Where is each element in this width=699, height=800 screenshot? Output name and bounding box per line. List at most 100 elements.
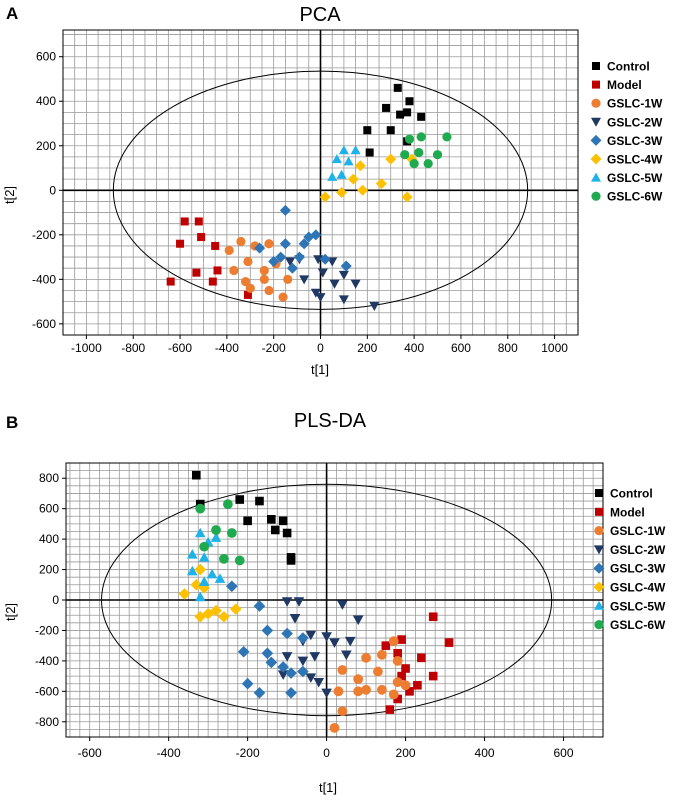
y-tick-label: 400	[39, 532, 59, 546]
x-tick-label: -1000	[71, 341, 102, 355]
data-point-gslc-5w	[327, 171, 338, 181]
data-point-gslc-3w	[261, 647, 274, 660]
data-point-gslc-3w	[268, 256, 280, 268]
legend-label-gslc-6w: GSLC-6W	[610, 618, 666, 632]
data-point-gslc-4w	[336, 187, 348, 199]
data-point-gslc-1w	[392, 655, 403, 666]
data-point-gslc-2w	[299, 275, 310, 285]
data-point-model	[417, 653, 426, 663]
data-point-gslc-2w	[317, 268, 328, 278]
data-point-gslc-2w	[281, 597, 293, 607]
data-point-gslc-5w	[198, 576, 210, 586]
data-point-gslc-1w	[361, 652, 371, 663]
data-point-model	[213, 266, 222, 275]
data-point-model	[211, 241, 220, 250]
data-point-gslc-2w	[369, 302, 380, 312]
data-point-gslc-1w	[400, 680, 411, 691]
data-point-gslc-3w	[340, 260, 352, 272]
data-point-gslc-1w	[259, 274, 269, 284]
data-point-gslc-1w	[243, 256, 253, 267]
data-point-gslc-3w	[253, 600, 266, 612]
data-point-gslc-2w	[329, 638, 340, 648]
legend-marker-gslc-6w	[591, 191, 601, 201]
y-tick-label: 400	[36, 94, 56, 108]
data-point-control	[396, 110, 405, 119]
chart-title: PLS-DA	[294, 410, 367, 432]
data-point-gslc-4w	[218, 610, 230, 623]
y-tick-label: -200	[32, 228, 56, 242]
data-point-gslc-3w	[285, 687, 297, 699]
legend-marker-gslc-2w	[591, 117, 601, 127]
data-point-gslc-1w	[373, 666, 383, 677]
data-point-model	[385, 705, 395, 714]
y-axis-label: t[2]	[2, 186, 17, 204]
data-point-gslc-5w	[187, 549, 198, 559]
data-point-model	[194, 217, 203, 226]
data-point-gslc-1w	[361, 684, 371, 695]
data-point-gslc-2w	[297, 656, 309, 667]
legend-label-gslc-3w: GSLC-3W	[610, 562, 666, 576]
data-point-model	[243, 290, 252, 299]
data-point-gslc-3w	[297, 665, 309, 678]
x-tick-label: 400	[404, 341, 424, 355]
data-point-gslc-2w	[321, 632, 332, 642]
data-point-gslc-5w	[343, 156, 354, 166]
legend-marker-model	[595, 507, 603, 516]
data-point-model	[397, 635, 406, 644]
data-point-control	[243, 516, 252, 526]
data-point-gslc-5w	[338, 145, 349, 155]
y-tick-label: 600	[36, 50, 56, 64]
data-point-model	[192, 268, 201, 277]
data-point-gslc-1w	[376, 684, 387, 695]
data-point-gslc-2w	[352, 615, 364, 626]
data-point-gslc-1w	[353, 686, 364, 697]
data-point-gslc-6w	[234, 555, 245, 566]
plsda-chart: B PLS-DA -600 -400 -200 0 200 400 600 -800 -600 -…	[3, 410, 666, 795]
data-point-gslc-5w	[336, 169, 347, 179]
data-point-control	[286, 556, 296, 565]
y-axis-label: t[2]	[3, 603, 18, 621]
data-point-gslc-2w	[315, 293, 326, 303]
data-point-gslc-3w	[285, 667, 297, 679]
data-point-gslc-5w	[350, 145, 361, 155]
data-point-gslc-6w	[199, 541, 210, 552]
data-point-gslc-3w	[319, 253, 331, 265]
x-tick-label: 200	[357, 341, 377, 355]
data-point-control	[363, 126, 372, 135]
x-tick-label: -200	[262, 341, 286, 355]
chart-title: PCA	[299, 4, 341, 26]
legend-marker-gslc-4w	[590, 153, 602, 165]
legend-marker-gslc-1w	[591, 98, 601, 108]
data-point-gslc-6w	[195, 503, 206, 514]
data-point-gslc-5w	[210, 532, 222, 542]
data-point-gslc-2w	[341, 650, 352, 661]
data-point-gslc-2w	[285, 257, 296, 267]
data-point-gslc-4w	[401, 191, 413, 203]
y-tick-label: 600	[39, 502, 59, 516]
legend-label-gslc-2w: GSLC-2W	[610, 543, 666, 557]
x-tick-label: 1000	[541, 341, 568, 355]
x-tick-label: 0	[317, 341, 324, 355]
data-point-gslc-3w	[303, 231, 315, 243]
data-point-model	[166, 277, 175, 286]
data-point-gslc-1w	[337, 706, 348, 717]
data-point-gslc-1w	[329, 722, 340, 733]
data-point-gslc-4w	[202, 607, 214, 620]
data-point-gslc-6w	[211, 525, 221, 535]
data-point-gslc-2w	[293, 597, 305, 607]
data-point-gslc-3w	[286, 262, 298, 274]
legend-marker-gslc-5w	[591, 172, 601, 182]
data-point-gslc-2w	[313, 677, 325, 688]
data-point-gslc-2w	[321, 688, 332, 699]
pca-panel: A PCA -1000 -800 -600 -400 -200 0 200 400 600 800…	[2, 4, 663, 377]
x-tick-label: -600	[78, 746, 102, 760]
data-point-gslc-5w	[331, 154, 342, 164]
y-tick-label: 0	[49, 183, 56, 197]
data-point-model	[197, 233, 206, 242]
x-tick-label: -800	[121, 341, 145, 355]
data-point-model	[428, 671, 438, 681]
data-point-gslc-1w	[392, 677, 403, 688]
legend-label-control: Control	[610, 487, 653, 501]
y-tick-label: -600	[32, 317, 56, 331]
data-point-gslc-1w	[388, 636, 399, 646]
